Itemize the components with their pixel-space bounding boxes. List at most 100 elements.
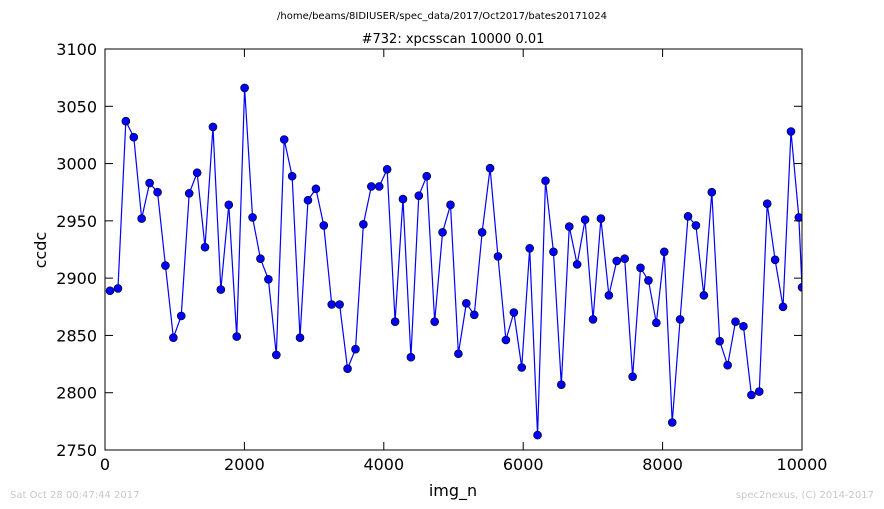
x-axis-label: img_n xyxy=(429,481,477,501)
data-point xyxy=(184,189,194,198)
y-tick-label: 2950 xyxy=(56,212,97,231)
data-point xyxy=(557,380,566,389)
x-tick-label: 2000 xyxy=(224,455,265,474)
data-point xyxy=(438,228,447,237)
data-point xyxy=(533,430,542,440)
data-point xyxy=(588,315,598,324)
data-point xyxy=(406,352,416,362)
data-point xyxy=(335,300,344,309)
data-point xyxy=(509,308,519,317)
data-point xyxy=(272,350,281,360)
suptitle: /home/beams/8IDIUSER/spec_data/2017/Oct2… xyxy=(277,11,607,22)
y-tick-label: 2850 xyxy=(56,326,97,345)
x-tick-label: 8000 xyxy=(642,455,683,474)
y-tick-label: 3100 xyxy=(56,40,97,59)
data-point xyxy=(580,215,590,225)
y-axis-label: ccdc xyxy=(31,232,50,269)
data-point xyxy=(295,333,305,343)
data-point xyxy=(794,213,802,222)
data-point xyxy=(105,286,115,296)
y-tick-label: 2900 xyxy=(56,269,97,288)
data-point xyxy=(747,390,756,400)
y-tick-label: 3000 xyxy=(56,155,97,174)
data-point xyxy=(572,260,582,269)
data-point xyxy=(192,168,202,178)
data-point xyxy=(762,199,772,208)
data-point xyxy=(636,263,645,273)
data-point xyxy=(200,242,210,252)
data-point xyxy=(659,247,669,257)
footer-right: spec2nexus, (C) 2014-2017 xyxy=(736,490,874,501)
data-point xyxy=(644,276,653,285)
data-point xyxy=(628,372,637,381)
axes-frame xyxy=(104,48,803,451)
data-point xyxy=(715,336,724,346)
data-point xyxy=(667,418,677,427)
data-point xyxy=(604,291,614,300)
data-point xyxy=(343,364,352,373)
data-point xyxy=(414,191,424,200)
x-tick-label: 10000 xyxy=(777,455,828,474)
data-point xyxy=(525,244,534,253)
data-point xyxy=(176,311,186,321)
data-point xyxy=(153,187,162,197)
data-point xyxy=(161,261,170,270)
data-point xyxy=(731,317,740,326)
data-point xyxy=(462,299,471,308)
data-point xyxy=(169,333,178,343)
data-point xyxy=(541,176,550,186)
data-point xyxy=(430,317,439,326)
y-tick-label: 2750 xyxy=(56,441,97,460)
data-point xyxy=(564,222,574,231)
x-tick-label: 0 xyxy=(100,455,110,474)
data-point xyxy=(264,274,273,284)
data-point xyxy=(240,83,249,93)
chart-title: #732: xpcsscan 10000 0.01 xyxy=(362,32,545,47)
data-point xyxy=(707,187,717,197)
data-point xyxy=(675,315,685,324)
data-point xyxy=(137,214,146,223)
footer-left: Sat Oct 28 00:47:44 2017 xyxy=(10,490,140,501)
data-point xyxy=(398,194,408,204)
data-point xyxy=(287,171,297,181)
data-point xyxy=(359,219,368,229)
data-point xyxy=(683,211,693,221)
data-point xyxy=(279,135,289,144)
data-point xyxy=(374,182,384,191)
data-point xyxy=(501,335,511,345)
data-point xyxy=(367,182,376,191)
data-point xyxy=(549,247,558,257)
data-point xyxy=(691,221,701,230)
data-point xyxy=(469,310,479,320)
data-point xyxy=(311,184,321,194)
data-point xyxy=(121,116,131,126)
data-point xyxy=(319,221,329,230)
data-point xyxy=(786,127,796,136)
data-point xyxy=(517,363,527,372)
data-point xyxy=(248,213,257,222)
data-point xyxy=(390,317,400,326)
data-point xyxy=(596,214,606,223)
data-point xyxy=(422,171,432,181)
data-point xyxy=(327,300,337,309)
data-point xyxy=(739,321,748,331)
data-point xyxy=(770,255,780,265)
data-point xyxy=(303,195,313,205)
data-point xyxy=(754,387,764,396)
y-tick-label: 3050 xyxy=(56,97,97,116)
data-point xyxy=(113,284,123,293)
data-point xyxy=(216,285,226,294)
data-point xyxy=(477,228,487,237)
data-point xyxy=(145,178,154,188)
data-point xyxy=(620,254,629,263)
data-point xyxy=(723,360,732,370)
data-point xyxy=(208,122,218,132)
data-point xyxy=(699,291,709,300)
data-point xyxy=(485,163,495,173)
data-point xyxy=(652,318,661,328)
plot-area xyxy=(105,83,802,440)
data-point xyxy=(778,302,788,312)
y-tick-label: 2800 xyxy=(56,384,97,403)
